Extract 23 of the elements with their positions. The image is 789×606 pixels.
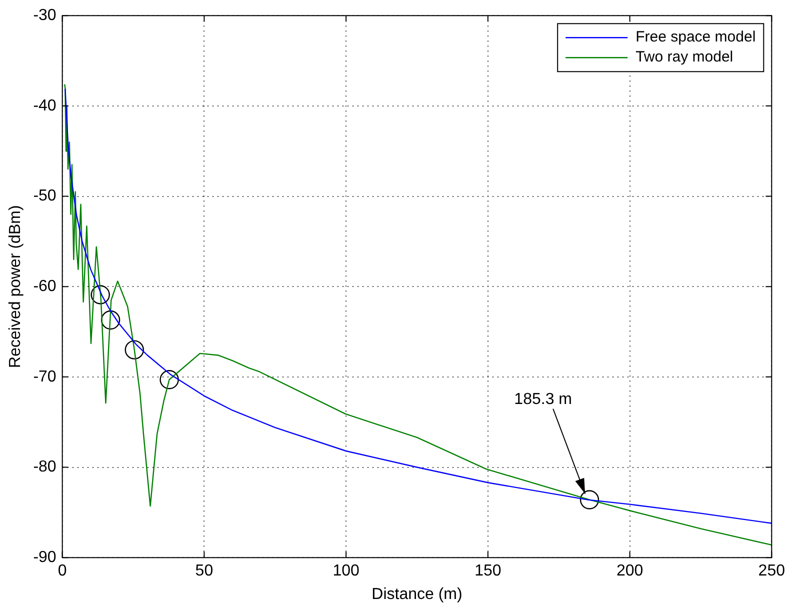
y-axis-title: Received power (dBm) — [7, 205, 24, 368]
x-axis-title: Distance (m) — [372, 586, 462, 603]
point — [160, 370, 179, 390]
x-tick-label: 250 — [758, 562, 786, 580]
x-tick-label: 50 — [195, 562, 214, 580]
x-tick-label: 0 — [58, 562, 67, 580]
y-tick-label: -30 — [33, 7, 56, 24]
x-tick-label: 150 — [474, 562, 502, 580]
x-tick-label: 100 — [332, 562, 360, 580]
point — [124, 340, 144, 360]
y-tick-label: -70 — [33, 368, 56, 386]
annotation: 185.3 m — [514, 391, 572, 408]
point — [90, 285, 110, 304]
y-tick-label: -80 — [33, 458, 56, 476]
legend-label: Two ray model — [636, 48, 734, 66]
x-tick-label: 200 — [616, 562, 644, 580]
point — [580, 490, 600, 510]
y-tick-label: -50 — [33, 188, 56, 205]
legend-label: Free space model — [636, 28, 756, 46]
y-tick-label: -60 — [33, 278, 56, 296]
y-tick-label: -40 — [33, 97, 56, 114]
y-tick-label: -90 — [33, 549, 56, 566]
point — [100, 310, 120, 330]
